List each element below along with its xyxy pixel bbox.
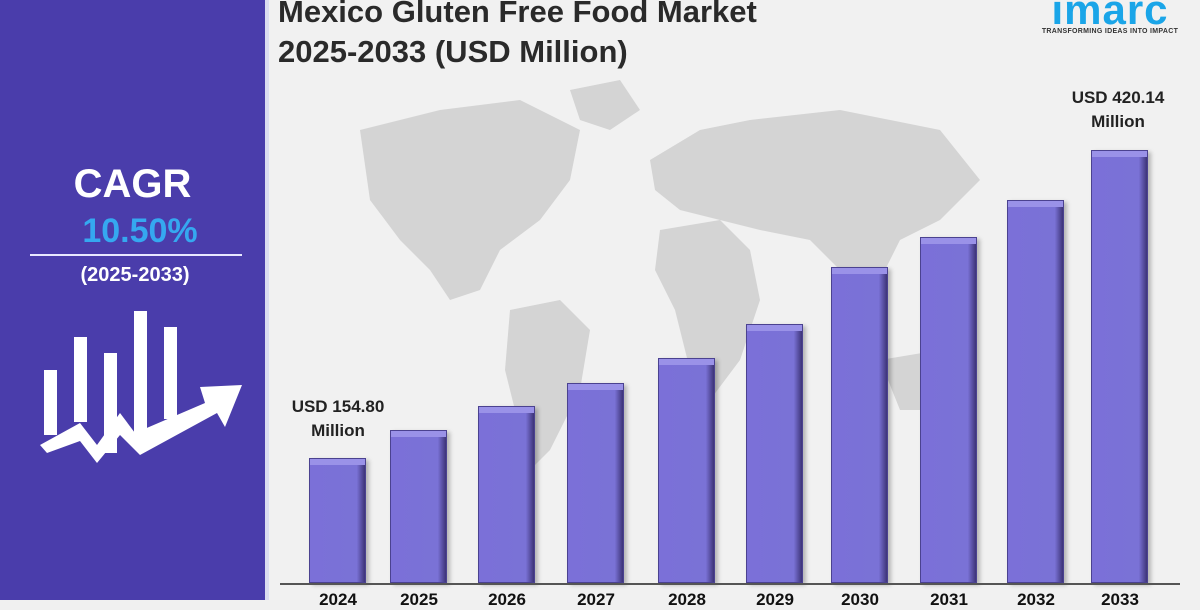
logo-wordmark: imarc — [1051, 0, 1169, 33]
logo-tagline: TRANSFORMING IDEAS INTO IMPACT — [1041, 28, 1179, 35]
chart-title-line1: Mexico Gluten Free Food Market — [278, 0, 757, 29]
bar-2024 — [309, 458, 366, 583]
cagr-divider — [30, 254, 242, 256]
x-tick-label: 2028 — [668, 590, 706, 609]
x-tick-label: 2027 — [577, 590, 615, 609]
chart-title-line2: 2025-2033 (USD Million) — [278, 34, 628, 69]
panel-divider — [265, 0, 269, 600]
end-value-line2: Million — [1091, 112, 1145, 131]
bar-2027 — [567, 383, 624, 583]
x-tick-label: 2025 — [400, 590, 438, 609]
chart-title: Mexico Gluten Free Food Market 2025-2033… — [278, 0, 757, 72]
cagr-panel — [0, 0, 265, 600]
end-value-label: USD 420.14 Million — [1058, 86, 1178, 134]
bar-2026 — [478, 405, 535, 583]
bar-2033 — [1091, 150, 1148, 583]
bar-2031 — [920, 236, 977, 583]
bar-2030 — [831, 266, 888, 583]
bar-2029 — [746, 323, 803, 583]
x-tick-label: 2032 — [1017, 590, 1055, 609]
bar-2025 — [390, 430, 447, 583]
x-axis — [280, 583, 1180, 585]
cagr-period: (2025-2033) — [80, 264, 190, 286]
imarc-logo: imarc TRANSFORMING IDEAS INTO IMPACT — [1025, 0, 1195, 35]
start-value-label: USD 154.80 Million — [278, 395, 398, 443]
bar-2028 — [658, 357, 715, 583]
x-tick-label: 2031 — [930, 590, 968, 609]
end-value-line1: USD 420.14 — [1071, 88, 1165, 107]
start-value-line2: Million — [311, 421, 365, 440]
x-tick-label: 2026 — [488, 590, 526, 609]
start-value-line1: USD 154.80 — [291, 397, 385, 416]
growth-chart-arrow-icon — [40, 311, 242, 463]
x-tick-label: 2030 — [841, 590, 879, 609]
cagr-label: CAGR — [73, 162, 192, 206]
x-tick-label: 2033 — [1101, 590, 1139, 609]
bar-2032 — [1007, 199, 1064, 583]
x-tick-label: 2024 — [319, 590, 357, 609]
cagr-value: 10.50% — [82, 212, 198, 250]
x-tick-label: 2029 — [756, 590, 794, 609]
